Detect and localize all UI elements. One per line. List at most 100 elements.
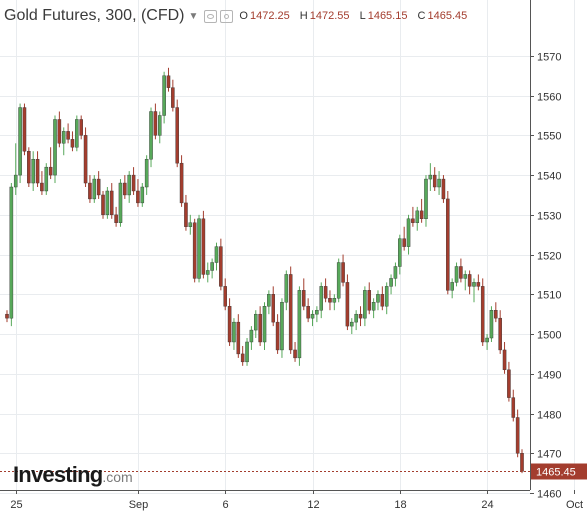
candle-body bbox=[96, 178, 101, 196]
candle bbox=[371, 298, 376, 319]
candle-body bbox=[302, 290, 306, 307]
candle-body bbox=[249, 329, 254, 343]
candle bbox=[184, 194, 188, 231]
investing-logo[interactable]: Investing .com bbox=[13, 462, 133, 488]
candle bbox=[419, 198, 424, 223]
candle bbox=[48, 147, 53, 180]
candle-body bbox=[232, 321, 236, 343]
candle bbox=[188, 214, 193, 235]
candle bbox=[61, 127, 66, 156]
open-key: O bbox=[239, 10, 248, 22]
candle bbox=[258, 306, 262, 346]
candle-body bbox=[376, 294, 380, 303]
candle bbox=[240, 345, 245, 366]
candle-body bbox=[175, 107, 179, 164]
candle bbox=[485, 334, 489, 350]
candle-body bbox=[70, 139, 75, 148]
y-tick-label: 1570 bbox=[537, 52, 561, 64]
candle-body bbox=[402, 238, 406, 247]
candle-body bbox=[262, 306, 267, 343]
candle-body bbox=[149, 111, 153, 160]
candle bbox=[66, 123, 70, 144]
candle bbox=[367, 282, 372, 315]
candle-body bbox=[494, 310, 498, 319]
candle-body bbox=[315, 310, 319, 315]
y-tick-label: 1560 bbox=[537, 92, 561, 104]
candle bbox=[389, 274, 393, 295]
candle-body bbox=[485, 337, 489, 343]
candle bbox=[96, 171, 101, 199]
candle bbox=[345, 274, 350, 331]
candle-body bbox=[79, 119, 83, 136]
candle-body bbox=[171, 87, 175, 108]
candle bbox=[166, 67, 171, 92]
candle bbox=[205, 262, 210, 283]
candle bbox=[463, 270, 468, 291]
settings-icon[interactable] bbox=[220, 9, 234, 23]
candle-body bbox=[35, 158, 40, 184]
candle bbox=[376, 290, 380, 311]
candle-body bbox=[44, 166, 49, 192]
candle bbox=[123, 175, 127, 199]
candle-body bbox=[502, 349, 507, 371]
candle bbox=[328, 290, 332, 311]
candle-body bbox=[480, 286, 485, 343]
candle-body bbox=[354, 313, 358, 323]
eye-icon[interactable] bbox=[204, 9, 218, 23]
x-tick-label: 12 bbox=[307, 499, 319, 511]
candle bbox=[402, 226, 406, 251]
candle-body bbox=[507, 369, 511, 398]
last-price-badge bbox=[531, 463, 587, 480]
x-tick-label: Oct bbox=[566, 499, 583, 511]
candle-body bbox=[53, 119, 57, 176]
candle bbox=[411, 206, 415, 227]
candle-body bbox=[358, 313, 363, 319]
candle-body bbox=[245, 341, 249, 363]
candle-body bbox=[463, 274, 468, 279]
candle bbox=[197, 214, 201, 283]
candle bbox=[253, 310, 258, 339]
candle-body bbox=[144, 158, 149, 188]
candle bbox=[480, 278, 485, 346]
candle bbox=[27, 147, 31, 188]
high-value: 1472.55 bbox=[309, 10, 350, 22]
candle bbox=[75, 115, 79, 152]
candle-body bbox=[310, 313, 315, 319]
candle bbox=[153, 103, 158, 140]
candle bbox=[157, 111, 162, 144]
candle bbox=[302, 278, 306, 311]
candle-body bbox=[380, 294, 385, 307]
candle bbox=[319, 282, 324, 319]
candle-body bbox=[88, 182, 92, 200]
candle bbox=[280, 298, 284, 358]
candle bbox=[210, 258, 214, 279]
x-tick-label: 18 bbox=[394, 499, 406, 511]
x-tick-label: 6 bbox=[222, 499, 228, 511]
y-tick-label: 1540 bbox=[537, 171, 561, 183]
candle bbox=[507, 361, 511, 402]
candle bbox=[105, 187, 110, 219]
candle-body bbox=[341, 262, 345, 283]
candle-body bbox=[105, 190, 110, 216]
candle bbox=[179, 155, 184, 207]
candle-body bbox=[271, 294, 275, 323]
x-tick-label: 24 bbox=[481, 499, 493, 511]
candle-body bbox=[109, 190, 114, 216]
chevron-down-icon[interactable]: ▼ bbox=[188, 10, 199, 22]
candle-body bbox=[406, 218, 411, 247]
candle bbox=[450, 278, 454, 299]
candle-body bbox=[472, 282, 476, 287]
candle bbox=[502, 341, 507, 374]
candle-body bbox=[227, 306, 232, 343]
candle-body bbox=[162, 75, 166, 116]
candle-body bbox=[201, 218, 206, 275]
candle-body bbox=[284, 274, 289, 303]
candle bbox=[332, 294, 337, 311]
candle-body bbox=[219, 246, 223, 287]
candle bbox=[306, 298, 310, 323]
candle bbox=[175, 99, 179, 168]
candle-body bbox=[306, 306, 310, 319]
candle bbox=[79, 115, 83, 140]
candle-body bbox=[9, 186, 14, 319]
